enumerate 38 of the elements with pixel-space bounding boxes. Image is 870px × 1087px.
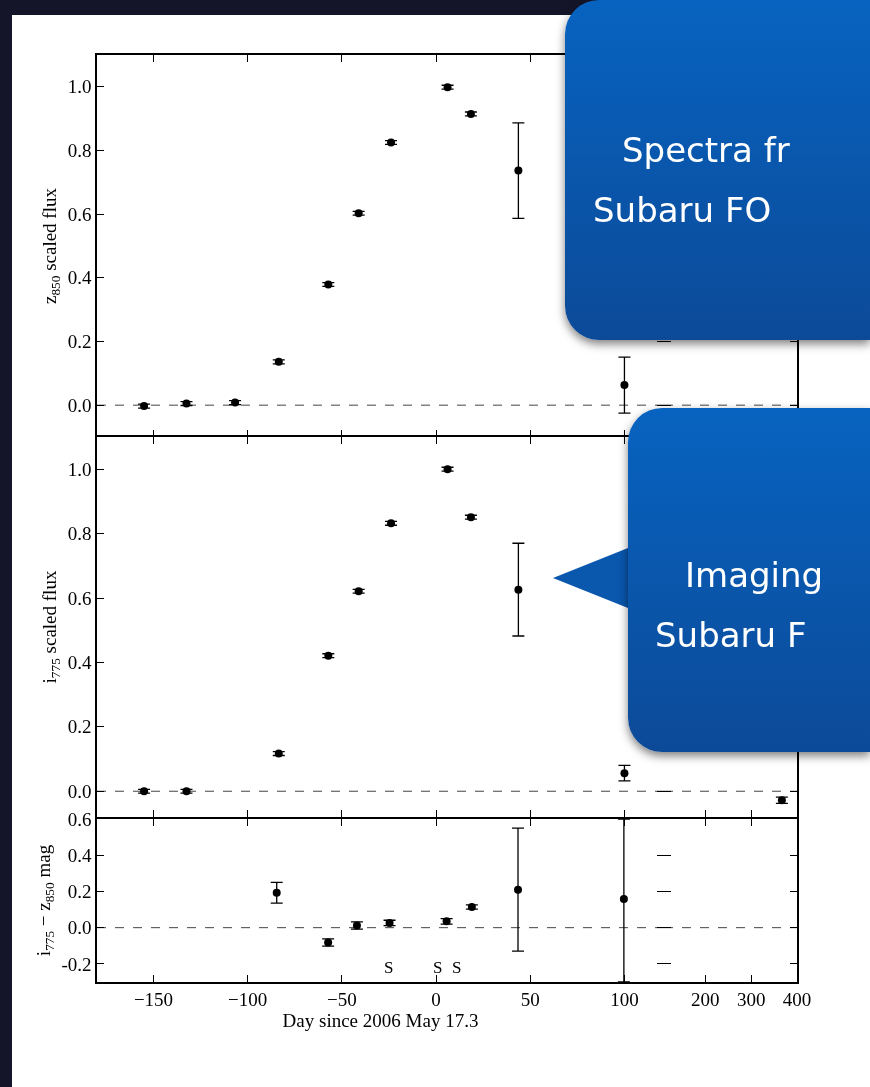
annotation: Spectra fr Subaru FO [593, 129, 790, 232]
y-tick-label: 0.4 [67, 267, 93, 289]
x-tick-label: 400 [782, 989, 812, 1011]
x-tick-label: −50 [327, 989, 357, 1011]
x-tick-label: 0 [431, 989, 441, 1011]
y-tick-label: 0.4 [67, 844, 93, 866]
y-tick-label: 0.6 [67, 587, 92, 609]
y-tick-label: 0.8 [67, 140, 92, 162]
y-tick-label: 1.0 [67, 458, 92, 480]
x-axis-title: Day since 2006 May 17.3 [282, 1010, 479, 1032]
point [514, 585, 523, 594]
y-tick-label: 0.0 [67, 780, 92, 802]
y-tick-label: -0.2 [61, 953, 92, 975]
x-tick-label: −150 [133, 989, 174, 1011]
annotation: S [384, 958, 394, 977]
annotation: Imaging Subaru F [655, 554, 824, 657]
annotation: S [452, 958, 462, 977]
point [620, 381, 629, 390]
x-tick-label: −100 [228, 989, 268, 1011]
y-tick-label: 1.0 [67, 76, 92, 98]
y-tick-label: 0.8 [67, 523, 92, 545]
x-tick-label: 300 [736, 989, 766, 1011]
y-tick-label: 0.0 [67, 394, 92, 416]
point [619, 895, 628, 904]
x-tick-label: 50 [520, 989, 540, 1011]
y-tick-label: 0.0 [67, 917, 92, 939]
x-tick-label: 100 [610, 989, 639, 1011]
point [272, 888, 281, 897]
y-tick-label: 0.2 [67, 331, 92, 353]
y-tick-label: 0.4 [67, 652, 93, 674]
point [514, 885, 523, 894]
y-tick-label: 0.2 [67, 881, 92, 903]
y-tick-label: 0.2 [67, 716, 92, 738]
annotation: S [433, 958, 443, 977]
y-tick-label: 0.6 [67, 808, 92, 830]
y-tick-label: 0.6 [67, 203, 92, 225]
x-tick-label: 200 [691, 989, 720, 1011]
point [514, 166, 523, 175]
